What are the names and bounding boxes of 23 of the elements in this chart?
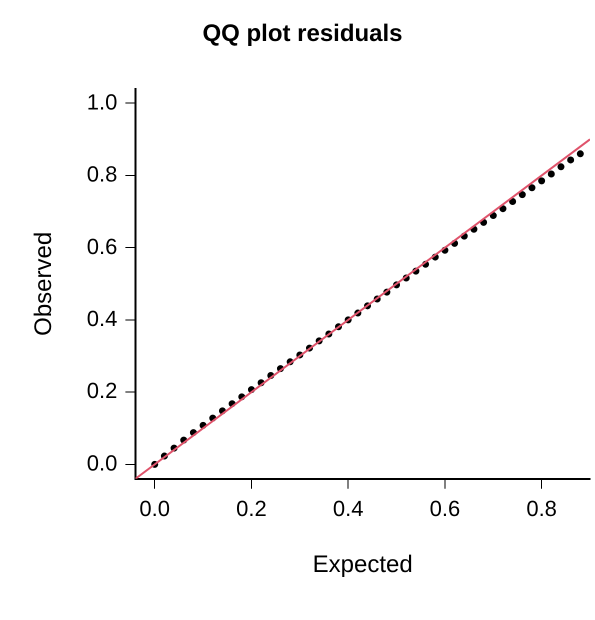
x-tick-label: 0.4 xyxy=(332,496,364,522)
y-axis-title: Observed xyxy=(30,232,58,336)
x-tick-label: 0.8 xyxy=(526,496,557,522)
x-tick-label: 0.0 xyxy=(139,496,170,522)
point xyxy=(548,170,555,178)
point xyxy=(557,163,564,170)
y-tick-label: 0.0 xyxy=(86,450,118,476)
y-tick-label: 0.2 xyxy=(86,378,118,404)
chart-title: QQ plot residuals xyxy=(202,20,403,48)
y-tick-label: 1.0 xyxy=(86,89,118,114)
x-axis-title: Expected xyxy=(312,551,413,578)
y-tick-label: 0.6 xyxy=(86,234,118,259)
y-tick-label: 0.8 xyxy=(86,162,118,187)
point xyxy=(518,191,526,198)
y-tick-label: 0.4 xyxy=(86,306,118,331)
point xyxy=(538,177,546,184)
point xyxy=(509,198,516,205)
point xyxy=(499,205,506,212)
point xyxy=(528,184,536,192)
x-tick-label: 0.6 xyxy=(430,496,460,522)
point xyxy=(576,150,584,158)
x-tick-label: 0.2 xyxy=(236,496,267,522)
point xyxy=(567,156,574,164)
